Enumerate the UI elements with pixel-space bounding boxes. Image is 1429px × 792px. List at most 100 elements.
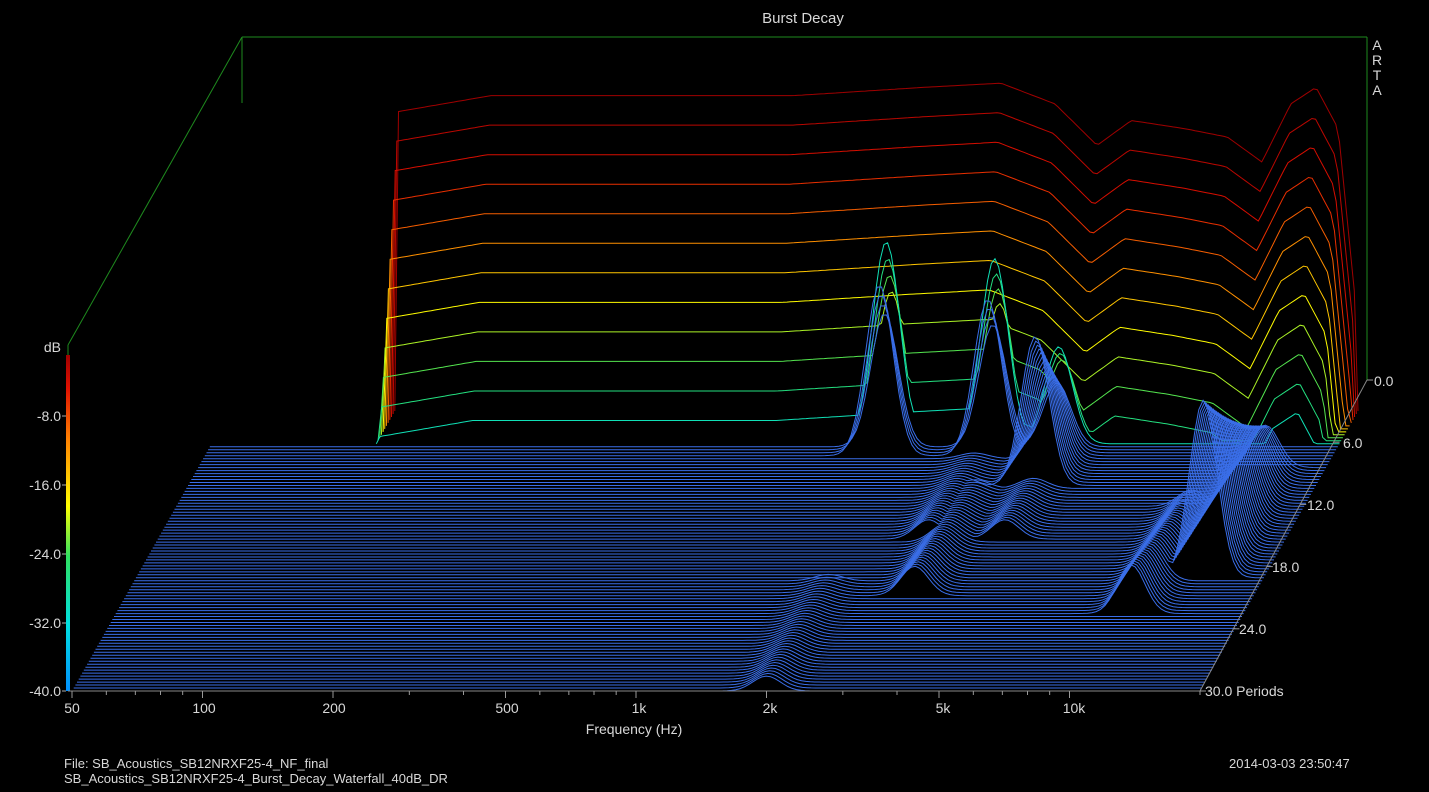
decay-slice [387, 200, 1352, 424]
decay-slice [394, 82, 1359, 412]
decay-slice [164, 419, 1293, 528]
decay-slice [129, 548, 1258, 591]
decay-slice [152, 413, 1281, 549]
timestamp: 2014-03-03 23:50:47 [1229, 756, 1350, 771]
decay-slice [176, 423, 1305, 507]
colorbar [66, 355, 70, 691]
decay-slice [85, 653, 1214, 668]
decay-slice [103, 623, 1232, 635]
decay-slice [161, 417, 1290, 534]
decay-slice [122, 556, 1251, 603]
periods-tick-label: 6.0 [1343, 435, 1363, 451]
decay-slice [132, 544, 1261, 585]
decay-slice [156, 415, 1285, 543]
decay-slice [102, 626, 1231, 638]
decay-slice [159, 417, 1288, 537]
decay-slice [380, 291, 1345, 436]
decay-slice [109, 615, 1237, 626]
decay-slice [73, 672, 1202, 689]
brand-letter: R [1372, 52, 1382, 68]
decay-slice [206, 295, 1335, 454]
x-tick-label: 50 [64, 700, 80, 716]
decay-slice [90, 645, 1219, 659]
x-tick-label: 100 [192, 700, 216, 716]
decay-slice [208, 305, 1337, 451]
decay-slice [169, 421, 1298, 519]
decay-slice [162, 418, 1291, 531]
decay-slice [130, 546, 1259, 588]
decay-slice [204, 286, 1333, 457]
z-tick-label: -8.0 [37, 408, 61, 424]
decay-slice [209, 314, 1338, 448]
decay-slice [98, 631, 1227, 644]
decay-slice [151, 411, 1279, 552]
decay-slice [181, 424, 1310, 498]
decay-slice [142, 405, 1271, 567]
decay-slice [77, 667, 1205, 683]
decay-slice [157, 416, 1286, 540]
periods-tick-label: 24.0 [1239, 621, 1266, 637]
decay-slice [391, 141, 1356, 418]
file-info: File: SB_Acoustics_SB12NRXF25-4_NF_final… [64, 756, 448, 786]
decay-slice [189, 340, 1318, 483]
decay-slice [137, 400, 1266, 576]
periods-tick-label: 18.0 [1272, 559, 1299, 575]
decay-slice [385, 230, 1350, 427]
periods-axis-line [1199, 379, 1368, 692]
brand-letter: T [1373, 67, 1382, 83]
x-tick-label: 500 [495, 700, 519, 716]
decay-slice [182, 424, 1311, 495]
decay-slice [80, 661, 1209, 677]
periods-tick-label: 12.0 [1307, 497, 1334, 513]
x-ticks [71, 691, 1201, 698]
decay-slice [92, 642, 1221, 656]
decay-slice [203, 369, 1332, 460]
z-tick-label: -32.0 [29, 615, 61, 631]
decay-slice [127, 550, 1256, 594]
decay-slice [199, 363, 1328, 466]
decay-slice [179, 424, 1308, 501]
decay-slice [389, 171, 1354, 420]
decay-slice [193, 348, 1321, 477]
decay-slice [146, 408, 1274, 561]
decay-slice [174, 423, 1303, 510]
decay-slice [172, 422, 1301, 513]
decay-slice [134, 542, 1263, 582]
decay-slice [87, 651, 1216, 665]
decay-slice [201, 366, 1330, 463]
decay-slice [196, 355, 1325, 472]
decay-slice [379, 275, 1343, 439]
z-tick-label: -16.0 [29, 477, 61, 493]
x-tick-label: 10k [1063, 700, 1087, 716]
decay-slice [167, 421, 1296, 522]
decay-slice [93, 640, 1222, 653]
arta-brand: A R T A [1372, 37, 1382, 98]
decay-slice [186, 425, 1315, 489]
decay-slice [384, 259, 1348, 430]
decay-slice [198, 359, 1327, 469]
decay-slice [82, 659, 1211, 674]
decay-slice [188, 336, 1316, 486]
x-tick-label: 1k [632, 700, 648, 716]
z-ticks [62, 415, 66, 692]
decay-slice [112, 609, 1241, 620]
decay-slice [78, 664, 1207, 680]
decay-slice [171, 422, 1300, 516]
decay-slice [95, 637, 1224, 650]
decay-slice [135, 399, 1264, 579]
z-tick-label: -24.0 [29, 546, 61, 562]
z-axis-label: dB [44, 339, 61, 355]
periods-tick-label: 30.0 Periods [1205, 683, 1284, 699]
decay-slice [100, 629, 1229, 641]
decay-slice [88, 648, 1217, 662]
periods-ticks [1200, 379, 1373, 692]
x-tick-label: 5k [936, 700, 952, 716]
decay-slice [107, 618, 1236, 629]
decay-slice [392, 112, 1357, 415]
decay-slice [83, 656, 1212, 671]
decay-slice [382, 289, 1347, 433]
decay-slice [149, 410, 1278, 555]
decay-slice [377, 258, 1342, 442]
decay-slice [184, 425, 1313, 492]
decay-slice [140, 403, 1269, 570]
